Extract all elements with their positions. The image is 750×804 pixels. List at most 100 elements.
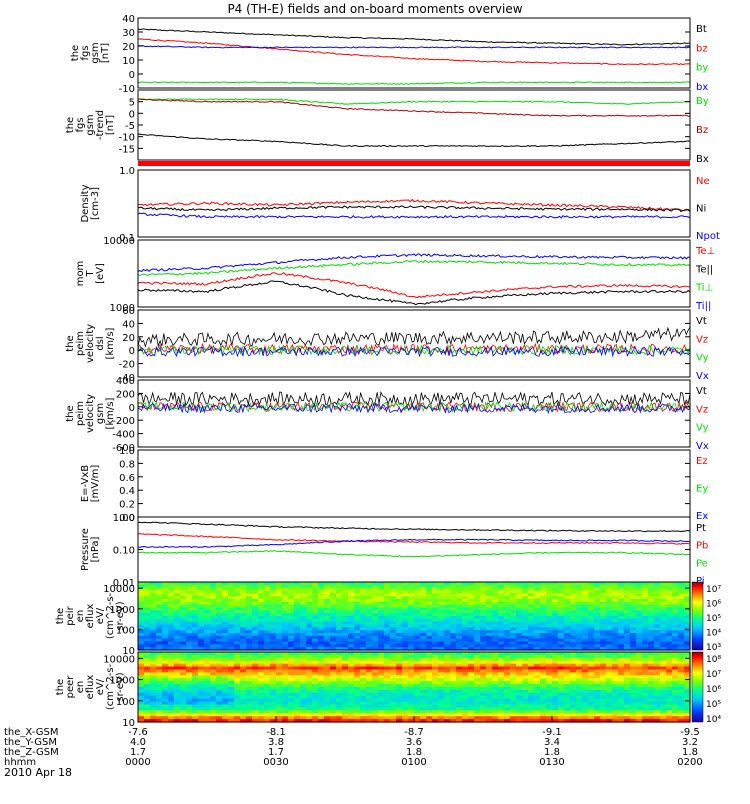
series-Pe-line — [137, 550, 691, 558]
legend: Vt Vz Vy Vx — [696, 386, 709, 452]
y-tick-label: 0 — [129, 403, 135, 414]
series-lines — [137, 521, 691, 558]
colorbar — [691, 581, 704, 651]
y-tick-label: 200 — [116, 389, 135, 400]
y-axis: 10000 1000 — [103, 236, 690, 314]
series-Bt-line — [137, 28, 691, 46]
series-Ti⊥-line — [137, 259, 691, 276]
y-axis-label: thefgsgsm[nT] — [70, 42, 111, 63]
y-tick-label: 0 — [129, 109, 135, 120]
y-tick-label: -5 — [125, 121, 135, 132]
y-tick-label: 0.01 — [113, 578, 135, 589]
y-tick-label: 60 — [122, 306, 135, 317]
colorbar-tick-label: 10⁷ — [706, 585, 721, 595]
y-tick-label: 40 — [122, 14, 135, 25]
legend: By Bz Bx — [696, 96, 709, 165]
legend-Ex: Ex — [696, 511, 708, 522]
series-Ni-line — [137, 205, 691, 212]
time-axis-cell: 0000 — [125, 757, 150, 768]
y-tick-label: 10000 — [103, 584, 135, 595]
series-Pb-line — [137, 533, 691, 545]
panel-peim_velocity_gsm: Vt Vz Vy Vx 400 200 0 -200 -400 -600 thepeimveloci… — [65, 376, 709, 454]
panel-density: Ne Ni Npot 1.0 0.1 Density[cm-3] — [80, 166, 720, 244]
y-tick-label: 20 — [122, 42, 135, 53]
y-axis: 1.0 0.8 0.6 0.4 0.2 0.0 — [119, 446, 690, 524]
legend: Te⊥ Te|| Ti⊥ Ti|| — [695, 246, 715, 312]
y-tick-label: 0 — [129, 70, 135, 81]
colorbar-tick-label: 10³ — [706, 643, 721, 653]
series-Vx-line — [137, 345, 691, 358]
legend-Vt: Vt — [696, 316, 707, 327]
time-axis-table: -7.64.01.70000-8.13.81.70030-8.73.61.801… — [4, 716, 703, 768]
colorbar-tick-label: 10⁵ — [706, 614, 721, 624]
legend-Pi: Pi — [696, 576, 705, 587]
y-tick-label: 0.4 — [119, 486, 135, 497]
time-axis-cell: 3.6 — [406, 737, 422, 748]
time-axis-cell: 0130 — [539, 757, 564, 768]
panel-peir_en_eflux: 10⁷ 10⁶ 10⁵ 10⁴ 10³ 10000 1000 100 10 thepeirenef… — [55, 581, 721, 657]
y-axis: 40 30 20 10 0 -10 — [119, 14, 690, 95]
legend-bz: bz — [696, 43, 708, 54]
time-axis-cell: 3.8 — [268, 737, 284, 748]
y-tick-label: 0.6 — [119, 473, 135, 484]
legend-Vt: Vt — [696, 386, 707, 397]
panel-frame — [137, 581, 691, 651]
series-Vt-line — [137, 391, 691, 407]
time-axis-cell: -9.5 — [680, 727, 700, 738]
y-tick-label: -10 — [119, 133, 135, 144]
panel-pressure: Pt Pb Pe Pi 1.00 0.10 0.01 Pressure[nPa] — [80, 513, 708, 589]
highlight-bar — [138, 161, 690, 166]
colorbar-tick-label: 10⁴ — [706, 715, 721, 725]
series-Ti||-line — [137, 253, 691, 273]
time-axis-cell: 1.8 — [406, 747, 422, 758]
time-axis-cell: 1.8 — [544, 747, 560, 758]
time-axis-cell: 1.7 — [130, 747, 146, 758]
y-tick-label: 0.0 — [119, 513, 135, 524]
y-tick-label: 0.10 — [113, 546, 135, 557]
y-tick-label: 100 — [116, 625, 135, 636]
time-axis-cell: 0100 — [401, 757, 426, 768]
y-tick-label: 1.0 — [119, 166, 135, 177]
time-axis-row-label: the_X-GSM — [4, 727, 58, 738]
panel-frame — [137, 516, 691, 583]
y-axis-label: thepeimvelocitydsl[km/s] — [65, 324, 116, 363]
y-tick-label: 0.1 — [119, 233, 135, 244]
y-tick-label: 10 — [122, 56, 135, 67]
legend: Bt bz by bx — [696, 24, 708, 93]
series-Te||-line — [137, 280, 691, 306]
y-axis: 10000 1000 100 10 — [103, 654, 690, 729]
legend-Pb: Pb — [696, 541, 708, 552]
y-tick-label: 1000 — [110, 605, 135, 616]
y-tick-label: -400 — [112, 430, 135, 441]
legend-Bz: Bz — [696, 125, 708, 136]
time-axis-cell: 0030 — [263, 757, 288, 768]
panel-temperature: Te⊥ Te|| Ti⊥ Ti|| 10000 1000 momT[eV] — [75, 236, 715, 314]
y-axis: 1.0 0.1 — [119, 166, 690, 244]
colorbar-tick-label: 10⁶ — [706, 685, 721, 695]
time-axis-cell: 0200 — [677, 757, 702, 768]
y-tick-label: 10000 — [103, 236, 135, 247]
colorbar-tick-label: 10⁶ — [706, 600, 721, 610]
colorbar-tick-label: 10⁴ — [706, 629, 721, 639]
series-Vz-line — [137, 342, 691, 355]
legend-Te⊥: Te⊥ — [695, 246, 715, 257]
colorbar — [691, 651, 704, 723]
series-lines — [137, 198, 691, 219]
y-axis-label: thepeimvelocitygsm[km/s] — [65, 394, 116, 433]
series-Vt-line — [137, 326, 691, 348]
y-axis: 10000 1000 100 10 — [103, 584, 690, 657]
series-lines — [137, 326, 691, 358]
series-Pi-line — [137, 538, 691, 549]
legend-Bt: Bt — [696, 24, 707, 35]
y-axis-label: momT[eV] — [75, 261, 106, 287]
time-axis-row-label: hhmm — [4, 757, 36, 768]
time-axis-cell: -8.1 — [266, 727, 286, 738]
legend-Vy: Vy — [696, 353, 709, 364]
panel-peer_en_eflux: 10⁸ 10⁷ 10⁶ 10⁵ 10⁴ 10000 1000 100 10 thepeerenef… — [55, 651, 721, 729]
y-tick-label: 400 — [116, 376, 135, 387]
y-axis-label: E=-VxB[mV/m] — [80, 465, 101, 503]
legend-Bx: Bx — [696, 154, 709, 165]
legend-Pe: Pe — [696, 558, 708, 569]
